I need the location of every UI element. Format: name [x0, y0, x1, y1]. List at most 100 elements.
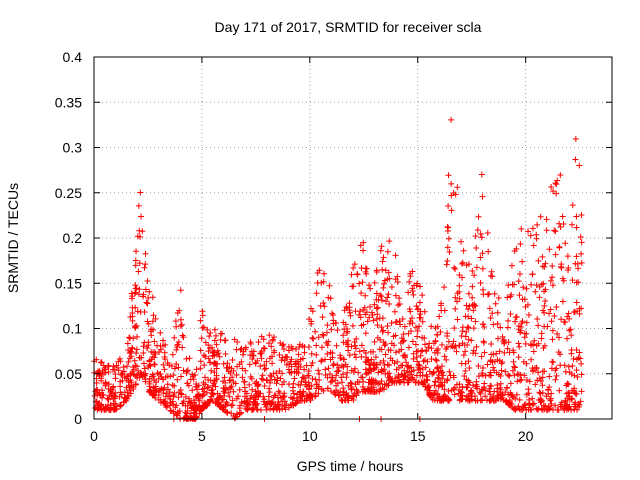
data-point [378, 324, 385, 331]
data-point [575, 401, 582, 408]
data-point [364, 356, 371, 363]
data-point [199, 392, 206, 399]
data-point [380, 386, 387, 393]
data-point [243, 390, 250, 397]
data-point [520, 284, 527, 291]
data-point [261, 362, 268, 369]
data-point [126, 334, 133, 341]
data-point [370, 348, 377, 355]
data-point [518, 406, 525, 413]
data-point [432, 387, 439, 394]
data-point [184, 402, 191, 409]
data-point [149, 294, 156, 301]
data-point [573, 253, 580, 260]
data-point [548, 365, 555, 372]
data-point [458, 333, 465, 340]
data-point [208, 367, 215, 374]
data-point [140, 370, 147, 377]
data-point [320, 278, 327, 285]
data-point [548, 318, 555, 325]
data-point [221, 374, 228, 381]
data-point [446, 368, 453, 375]
y-tick-label: 0.3 [63, 140, 83, 156]
data-point [454, 316, 461, 323]
data-point [386, 376, 393, 383]
data-point [553, 181, 560, 188]
data-point [401, 351, 408, 358]
data-point [553, 303, 560, 310]
data-point [340, 385, 347, 392]
data-point [453, 348, 460, 355]
data-point [514, 371, 521, 378]
data-point [319, 314, 326, 321]
data-point [207, 330, 214, 337]
data-point [308, 362, 315, 369]
data-point [214, 347, 221, 354]
data-point [93, 375, 100, 382]
data-point [546, 310, 553, 317]
data-point [394, 273, 401, 280]
data-point [144, 300, 151, 307]
data-point [400, 376, 407, 383]
data-point [449, 343, 456, 350]
data-point [419, 347, 426, 354]
data-point [487, 315, 494, 322]
data-point [481, 349, 488, 356]
data-point [413, 348, 420, 355]
data-point [222, 351, 229, 358]
data-point [321, 356, 328, 363]
data-point [280, 393, 287, 400]
data-point [416, 299, 423, 306]
data-point [137, 233, 144, 240]
data-point [510, 406, 517, 413]
data-point [101, 369, 108, 376]
data-point [374, 322, 381, 329]
data-point [551, 227, 558, 234]
data-point [247, 340, 254, 347]
data-point [229, 397, 236, 404]
data-point [459, 328, 466, 335]
data-point [481, 323, 488, 330]
data-point [504, 345, 511, 352]
data-point [301, 366, 308, 373]
data-point [291, 394, 298, 401]
data-point [309, 335, 316, 342]
data-point [142, 250, 149, 257]
data-point [218, 330, 225, 337]
data-point [262, 401, 269, 408]
data-point [499, 358, 506, 365]
data-point [436, 313, 443, 320]
y-tick-label: 0.2 [63, 230, 83, 246]
data-point [131, 290, 138, 297]
data-point [494, 309, 501, 316]
data-point [134, 333, 141, 340]
data-point [126, 355, 133, 362]
data-point [486, 388, 493, 395]
data-point [96, 367, 103, 374]
data-point [259, 376, 266, 383]
data-point [285, 366, 292, 373]
data-point [177, 287, 184, 294]
data-point [445, 235, 452, 242]
data-point [499, 333, 506, 340]
data-point [465, 290, 472, 297]
data-point [296, 344, 303, 351]
data-point [507, 293, 514, 300]
data-point [424, 358, 431, 365]
y-axis-label: SRMTID / TECUs [5, 183, 21, 293]
chart-title: Day 171 of 2017, SRMTID for receiver scl… [215, 19, 482, 35]
data-point [246, 381, 253, 388]
data-point [230, 388, 237, 395]
data-point [385, 269, 392, 276]
data-point [235, 393, 242, 400]
data-point [102, 382, 109, 389]
data-point [444, 376, 451, 383]
data-point [478, 353, 485, 360]
data-point [213, 365, 220, 372]
data-point [350, 283, 357, 290]
data-point [388, 283, 395, 290]
data-point [546, 246, 553, 253]
data-point [406, 364, 413, 371]
data-point [419, 292, 426, 299]
data-point [133, 248, 140, 255]
